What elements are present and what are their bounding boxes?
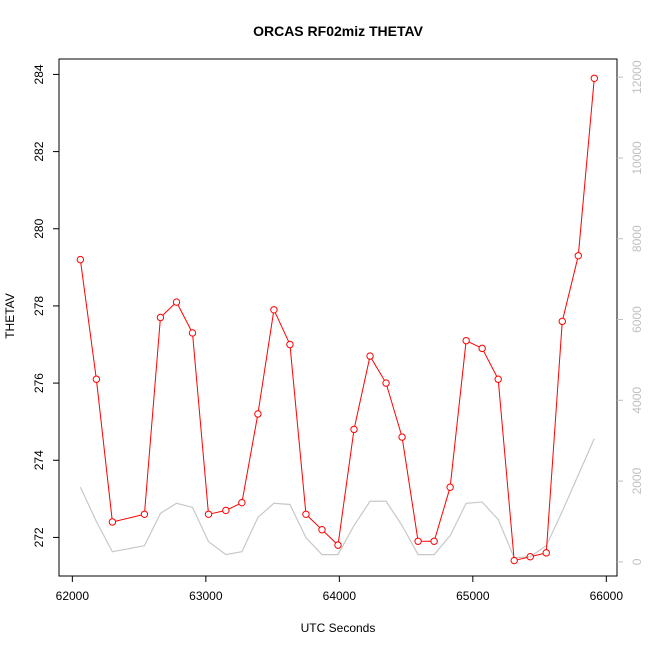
series-segment [115,514,142,522]
data-point [574,252,582,260]
data-point [398,433,406,441]
data-point [350,425,358,434]
data-point [430,537,438,545]
data-point [494,375,502,383]
series-layer [76,74,599,565]
data-point [446,483,454,491]
data-point [302,510,310,518]
series-segment [468,341,480,348]
series-segment [578,81,595,253]
series-segment [517,556,528,561]
series-segment [545,324,563,550]
series-segment [257,312,274,411]
y2-tick-label: 4000 [630,387,644,414]
series-segment [144,320,161,512]
series-segment [371,358,385,381]
plot-frame [58,58,618,577]
data-point [366,352,374,360]
data-point [222,506,230,515]
series-segment [228,503,240,510]
x-tick-label: 63000 [189,589,223,603]
series-segment [497,382,515,558]
x-axis: 62000 63000 64000 65000 66000 [56,576,624,603]
series-segment [289,347,307,512]
y-tick-label: 282 [32,141,46,161]
data-point [254,410,262,418]
series-line-right-axis [79,438,595,559]
y-tick-label: 284 [32,64,46,84]
x-tick-label: 65000 [456,589,490,603]
series-segment [337,432,355,543]
series-segment [162,303,175,316]
y-axis-right: 0 2000 4000 6000 8000 10000 12000 [617,60,644,565]
y2-tick-label: 10000 [630,141,644,175]
series-segment [96,382,113,519]
data-point [414,537,422,545]
data-point [270,306,278,314]
series-segment [386,386,402,435]
y2-tick-label: 6000 [630,306,644,333]
x-tick-label: 64000 [323,589,357,603]
y-axis-left: 272 274 276 278 280 282 284 [32,64,59,547]
data-point [558,317,566,326]
data-point [286,340,294,349]
y2-tick-label: 12000 [630,60,644,94]
series-segment [483,350,498,377]
data-point [172,298,181,306]
data-point [318,526,326,534]
series-segment [80,262,97,377]
data-point [204,510,213,518]
data-point [590,74,599,82]
data-point [510,556,518,565]
data-point [334,541,342,549]
series-segment [354,359,370,427]
series-segment [533,553,544,557]
series-segment [449,343,467,485]
data-point [542,549,550,557]
y-tick-label: 280 [32,218,46,238]
data-point [478,344,486,353]
data-point [92,375,101,383]
data-point [140,510,149,518]
data-point [462,336,470,345]
data-point [76,255,85,264]
y-tick-label: 272 [32,527,46,547]
series-segment [562,258,579,319]
y-tick-label: 278 [32,296,46,316]
series-segment [274,312,290,342]
data-point [238,498,246,507]
chart-title: ORCAS RF02miz THETAV [253,23,423,39]
series-segment [211,510,223,515]
series-segment [192,336,209,512]
y-tick-label: 276 [32,373,46,393]
series-segment [177,304,192,331]
y-axis-label: THETAV [3,293,17,339]
y2-tick-label: 0 [630,558,644,565]
data-point [382,379,390,387]
data-point [188,329,197,337]
series-segment [307,516,321,528]
data-point [108,518,117,526]
data-point [156,313,165,322]
x-tick-label: 66000 [590,589,624,603]
series-segment [402,440,419,539]
series-segment [241,417,258,500]
y2-tick-label: 2000 [630,467,644,494]
y-tick-label: 274 [32,450,46,470]
data-point [526,553,534,561]
x-axis-label: UTC Seconds [301,621,376,635]
series-segment [434,490,450,539]
y2-tick-label: 8000 [630,225,644,252]
series-segment [323,531,337,544]
x-tick-label: 62000 [56,589,90,603]
